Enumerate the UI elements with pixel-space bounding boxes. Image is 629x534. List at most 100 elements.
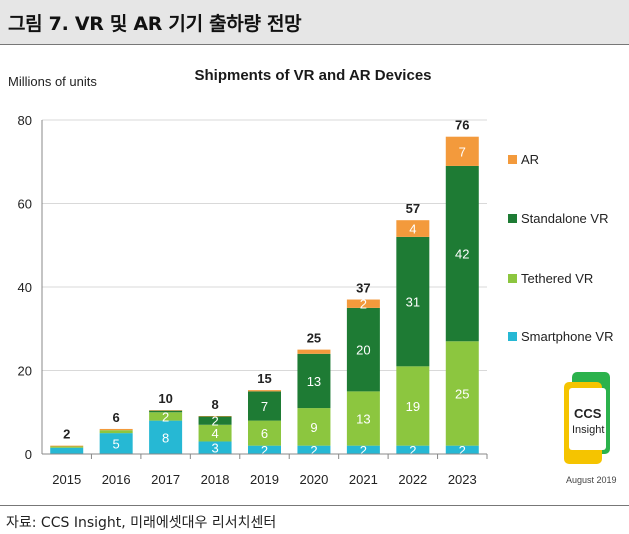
- logo-date: August 2019: [566, 475, 617, 485]
- bar-total-label: 25: [307, 331, 321, 346]
- bar-segment-standalone-vr: [297, 353, 331, 409]
- segment-value-label: 20: [356, 343, 370, 358]
- bar-total-label: 76: [455, 118, 469, 133]
- segment-value-label: 4: [409, 222, 416, 237]
- bar-total-label: 2: [63, 427, 70, 442]
- bar-segment-ar: [99, 428, 133, 431]
- x-tick-label: 2022: [398, 472, 427, 487]
- legend-swatch: [508, 214, 517, 223]
- chart-title: Shipments of VR and AR Devices: [195, 67, 432, 84]
- y-tick-label: 60: [18, 197, 32, 212]
- bar-segment-ar: [396, 220, 430, 237]
- x-tick-label: 2015: [52, 472, 81, 487]
- bar-segment-tethered-vr: [248, 420, 281, 446]
- x-tick-label: 2020: [299, 472, 328, 487]
- bar-segment-smartphone-vr: [99, 433, 133, 454]
- bar-total-label: 8: [211, 397, 218, 412]
- header-rule: [0, 44, 629, 45]
- shipments-chart: Shipments of VR and AR Devices Millions …: [8, 67, 614, 487]
- logo-text-insight: Insight: [572, 424, 604, 436]
- segment-value-label: 2: [310, 443, 317, 458]
- bar-total-label: 57: [406, 201, 420, 216]
- bar-total-label: 10: [158, 391, 172, 406]
- bar-segment-standalone-vr: [445, 165, 479, 342]
- legend-swatch: [508, 274, 517, 283]
- bar-segment-smartphone-vr: [50, 447, 84, 454]
- y-tick-label: 80: [18, 113, 32, 128]
- bar-segment-tethered-vr: [346, 391, 380, 446]
- bar-segment-standalone-vr: [149, 410, 183, 413]
- legend: AR Standalone VR Tethered VR Smartphone VR: [508, 152, 614, 344]
- bar-segment-smartphone-vr: [445, 445, 479, 454]
- bar-segment-tethered-vr: [50, 446, 84, 448]
- figure-header: 그림 7. VR 및 AR 기기 출하량 전망: [0, 0, 629, 44]
- segment-value-label: 13: [307, 374, 321, 389]
- x-tick-label: 2019: [250, 472, 279, 487]
- bars: 2568210342826715291325213202372193145722…: [50, 118, 479, 458]
- segment-value-label: 2: [409, 443, 416, 458]
- segment-value-label: 2: [459, 443, 466, 458]
- bar-total-label: 6: [113, 410, 120, 425]
- bar-total-label: 37: [356, 281, 370, 296]
- bar-segment-tethered-vr: [297, 408, 331, 446]
- segment-value-label: 25: [455, 386, 469, 401]
- bar-segment-ar: [198, 416, 232, 417]
- bar-segment-standalone-vr: [198, 416, 232, 425]
- y-tick-label: 40: [18, 280, 32, 295]
- segment-value-label: 7: [459, 144, 466, 159]
- bar-segment-smartphone-vr: [198, 441, 232, 454]
- x-tick-label: 2023: [448, 472, 477, 487]
- segment-value-label: 8: [162, 430, 169, 445]
- segment-value-label: 2: [211, 414, 218, 429]
- legend-label: Standalone VR: [521, 211, 608, 226]
- segment-value-label: 6: [261, 426, 268, 441]
- segment-value-label: 9: [310, 420, 317, 435]
- bar-segment-tethered-vr: [445, 341, 479, 446]
- y-tick-label: 0: [25, 447, 32, 462]
- segment-value-label: 2: [360, 443, 367, 458]
- legend-label: Smartphone VR: [521, 329, 614, 344]
- bar-segment-ar: [346, 299, 380, 308]
- bar-segment-smartphone-vr: [248, 445, 281, 454]
- bar-segment-tethered-vr: [198, 424, 232, 442]
- legend-swatch: [508, 155, 517, 164]
- ccs-insight-logo: CCS Insight: [564, 372, 610, 464]
- bar-segment-ar: [248, 390, 281, 392]
- bar-segment-tethered-vr: [396, 366, 430, 446]
- x-tick-label: 2017: [151, 472, 180, 487]
- footer-rule: [0, 505, 629, 506]
- x-tick-label: 2016: [102, 472, 131, 487]
- figure-heading: 그림 7. VR 및 AR 기기 출하량 전망: [8, 13, 302, 35]
- segment-value-label: 2: [261, 443, 268, 458]
- segment-value-label: 3: [211, 441, 218, 456]
- x-tick-label: 2018: [201, 472, 230, 487]
- bar-segment-ar: [149, 410, 183, 411]
- source-note: 자료: CCS Insight, 미래에셋대우 리서치센터: [6, 515, 277, 531]
- bar-segment-standalone-vr: [248, 391, 281, 421]
- legend-label: AR: [521, 152, 539, 167]
- segment-value-label: 5: [113, 437, 120, 452]
- bar-segment-smartphone-vr: [396, 445, 430, 454]
- bar-segment-smartphone-vr: [346, 445, 380, 454]
- segment-value-label: 2: [360, 297, 367, 312]
- x-tick-label: 2021: [349, 472, 378, 487]
- segment-value-label: 4: [211, 426, 218, 441]
- logo-text-ccs: CCS: [574, 406, 602, 421]
- bar-segment-ar: [50, 445, 84, 447]
- logo-white-panel: [569, 388, 606, 450]
- bar-segment-standalone-vr: [396, 236, 430, 367]
- legend-swatch: [508, 332, 517, 341]
- bar-segment-smartphone-vr: [149, 420, 183, 454]
- y-axis-label: Millions of units: [8, 74, 97, 89]
- bar-segment-ar: [297, 349, 331, 354]
- bar-total-label: 15: [257, 371, 271, 386]
- segment-value-label: 19: [406, 399, 420, 414]
- y-tick-label: 20: [18, 364, 32, 379]
- segment-value-label: 42: [455, 247, 469, 262]
- legend-label: Tethered VR: [521, 271, 593, 286]
- segment-value-label: 7: [261, 399, 268, 414]
- segment-value-label: 2: [162, 409, 169, 424]
- segment-value-label: 31: [406, 295, 420, 310]
- bar-segment-tethered-vr: [99, 430, 133, 434]
